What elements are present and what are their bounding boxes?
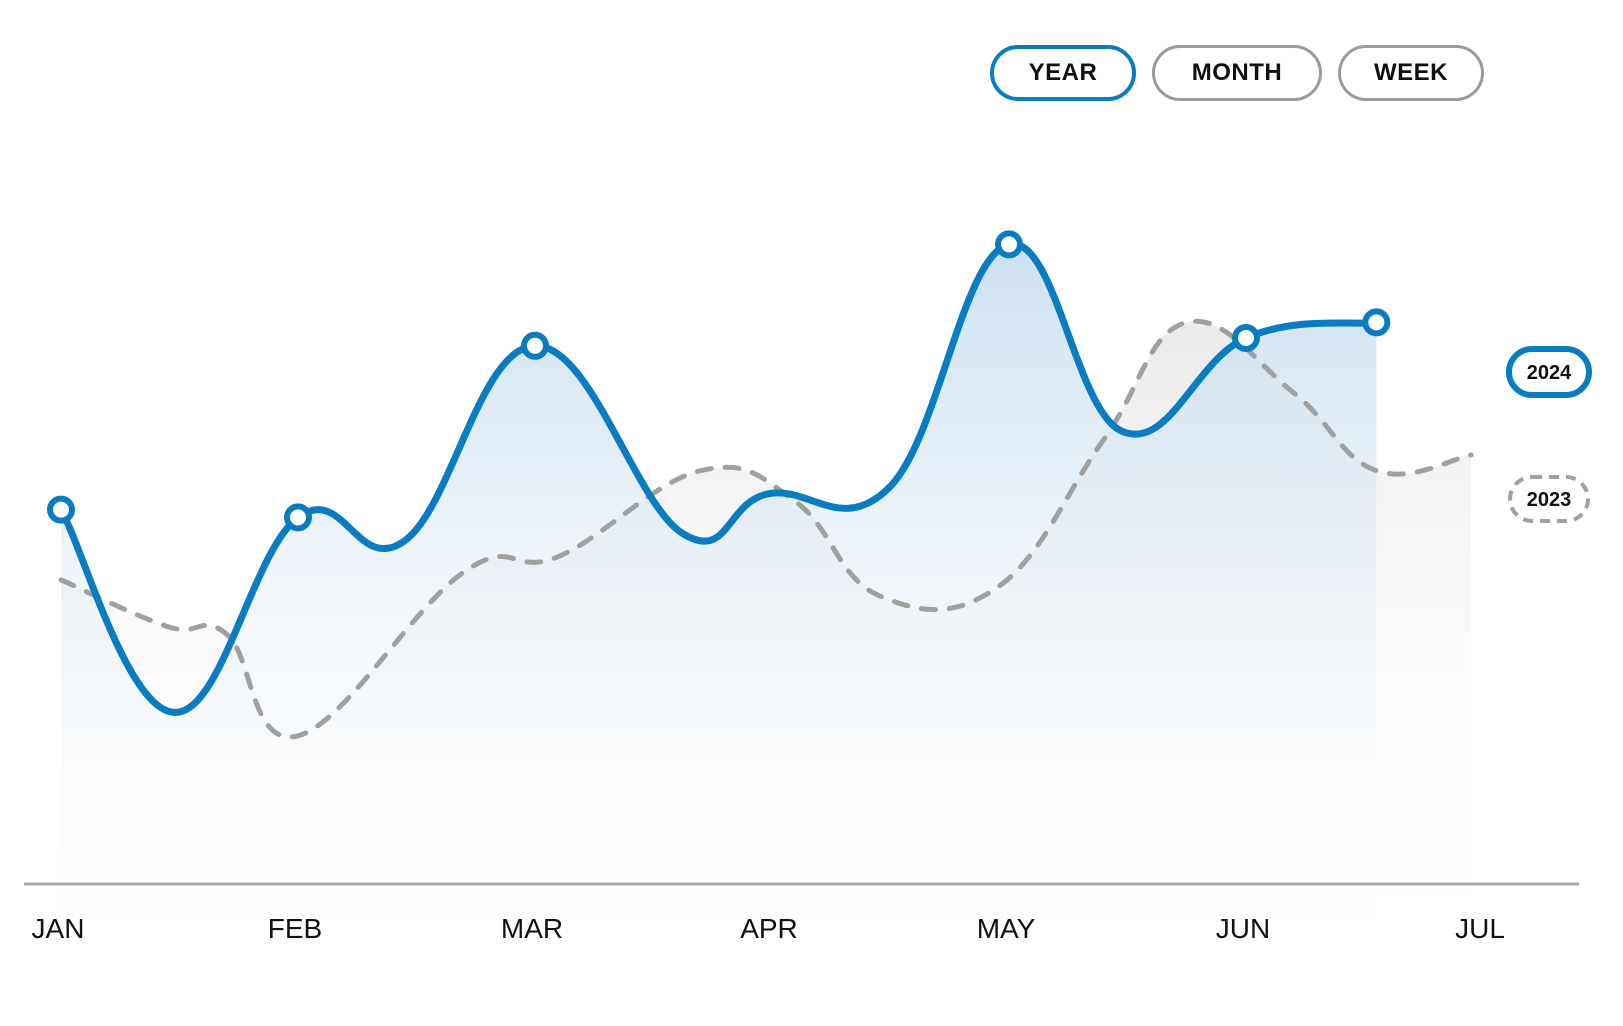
series-2024-point[interactable] bbox=[1362, 308, 1391, 337]
series-2024-point[interactable] bbox=[47, 495, 75, 524]
series-2024-line bbox=[57, 240, 1380, 716]
series-2024-point[interactable] bbox=[1232, 324, 1260, 352]
year-filter-button[interactable]: YEAR bbox=[990, 45, 1136, 101]
series-2024-point[interactable] bbox=[995, 230, 1023, 259]
legend-2024-badge bbox=[1506, 346, 1592, 398]
legend-2023-badge bbox=[1508, 475, 1590, 523]
x-tick-label: MAR bbox=[501, 913, 563, 944]
x-tick-label: APR bbox=[740, 913, 798, 944]
week-filter-button[interactable]: WEEK bbox=[1338, 45, 1484, 101]
x-tick-label: JUL bbox=[1455, 913, 1505, 944]
series-2024-point[interactable] bbox=[521, 331, 549, 360]
month-filter-button[interactable]: MONTH bbox=[1152, 45, 1322, 101]
legend-2023-label: 2023 bbox=[1527, 489, 1572, 511]
x-tick-label: MAY bbox=[977, 913, 1036, 944]
series-2024-area bbox=[61, 243, 1377, 944]
x-tick-label: JAN bbox=[32, 913, 85, 944]
series-2024-point[interactable] bbox=[284, 503, 312, 532]
x-tick-label: JUN bbox=[1216, 913, 1270, 944]
legend-2024-label: 2024 bbox=[1527, 362, 1572, 384]
x-tick-label: FEB bbox=[268, 913, 322, 944]
